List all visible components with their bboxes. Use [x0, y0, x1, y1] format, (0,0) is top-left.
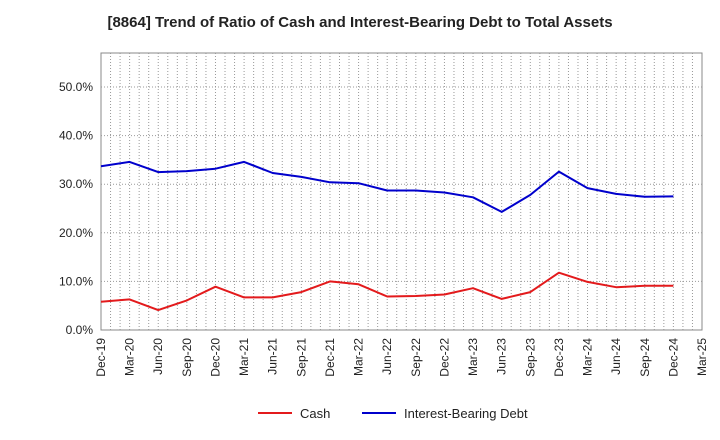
- x-tick-label: Sep-21: [294, 338, 308, 377]
- x-tick-label: Jun-24: [609, 338, 623, 375]
- x-tick-label: Jun-23: [495, 338, 509, 375]
- x-tick-label: Mar-25: [695, 338, 709, 376]
- chart-title: [8864] Trend of Ratio of Cash and Intere…: [107, 14, 613, 31]
- x-tick-label: Dec-19: [94, 338, 108, 377]
- y-tick-label: 10.0%: [59, 274, 93, 288]
- x-tick-label: Dec-22: [437, 338, 451, 377]
- series-line-interest-bearing-debt: [100, 160, 674, 213]
- y-tick-label: 50.0%: [59, 80, 93, 94]
- y-tick-label: 30.0%: [59, 177, 93, 191]
- x-tick-label: Sep-24: [638, 338, 652, 377]
- x-tick-label: Mar-21: [237, 338, 251, 376]
- x-tick-label: Mar-22: [352, 338, 366, 376]
- x-tick-label: Sep-23: [523, 338, 537, 377]
- x-tick-label: Mar-20: [123, 338, 137, 376]
- x-tick-label: Jun-20: [151, 338, 165, 375]
- y-tick-label: 40.0%: [59, 129, 93, 143]
- x-tick-label: Jun-21: [266, 338, 280, 375]
- series-line-cash: [100, 271, 674, 312]
- y-tick-label: 20.0%: [59, 226, 93, 240]
- legend-label-cash: Cash: [300, 406, 330, 421]
- x-tick-label: Mar-24: [581, 338, 595, 376]
- x-tick-label: Dec-20: [208, 338, 222, 377]
- legend-label-interest-bearing-debt: Interest-Bearing Debt: [404, 406, 528, 421]
- x-tick-label: Sep-20: [180, 338, 194, 377]
- x-tick-label: Mar-23: [466, 338, 480, 376]
- x-tick-label: Sep-22: [409, 338, 423, 377]
- x-tick-label: Dec-21: [323, 338, 337, 377]
- x-tick-label: Dec-23: [552, 338, 566, 377]
- x-tick-label: Jun-22: [380, 338, 394, 375]
- x-tick-label: Dec-24: [666, 338, 680, 377]
- y-tick-label: 0.0%: [66, 323, 94, 337]
